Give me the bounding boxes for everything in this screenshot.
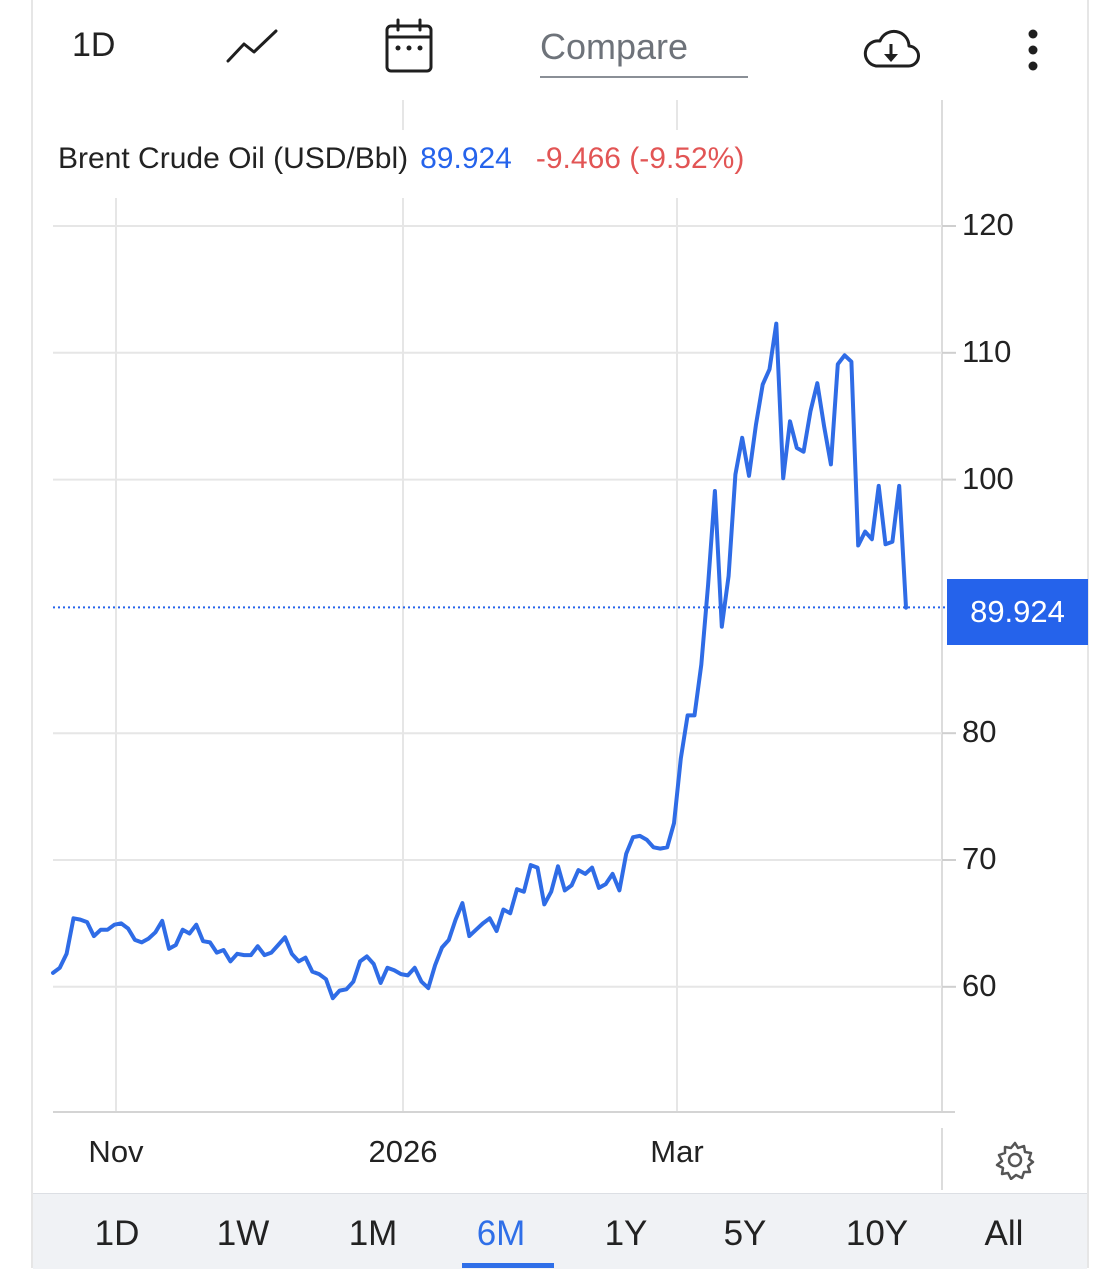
calendar-icon[interactable]: [384, 18, 434, 74]
range-button-all[interactable]: All: [984, 1214, 1024, 1253]
x-tick-label: Nov: [88, 1134, 144, 1169]
series-name: Brent Crude Oil (USD/Bbl): [58, 142, 409, 175]
price-series-line: [51, 321, 908, 1001]
chart-legend: Brent Crude Oil (USD/Bbl) 89.924 -9.466 (-…: [58, 142, 744, 176]
y-tick-label: 100: [962, 460, 1014, 496]
legend-change: -9.466 (-9.52%): [535, 142, 745, 175]
range-button-1m[interactable]: 1M: [348, 1214, 398, 1253]
last-price-tag: 89.924: [947, 579, 1088, 645]
settings-gear-icon[interactable]: [995, 1140, 1035, 1180]
y-tick-label: 110: [962, 333, 1012, 369]
range-button-1w[interactable]: 1W: [216, 1214, 270, 1253]
x-tick-label: Mar: [650, 1134, 704, 1169]
range-button-10y[interactable]: 10Y: [845, 1214, 909, 1253]
y-tick-label: 70: [962, 841, 997, 876]
chart-toolbar: 1D: [0, 0, 1120, 100]
compare-field[interactable]: [540, 26, 748, 78]
range-button-1d[interactable]: 1D: [94, 1214, 140, 1253]
cloud-download-icon[interactable]: [862, 28, 920, 70]
y-tick-label: 60: [962, 967, 997, 1003]
range-button-6m[interactable]: 6M: [476, 1214, 526, 1253]
range-button-1y[interactable]: 1Y: [604, 1214, 648, 1253]
interval-selector[interactable]: 1D: [72, 26, 116, 64]
y-tick-label: 80: [962, 714, 997, 750]
y-tick-label: 120: [962, 207, 1014, 242]
legend-price: 89.924: [420, 142, 512, 175]
x-tick-label: 2026: [368, 1134, 438, 1169]
active-range-underline: [462, 1263, 554, 1268]
chart-widget-frame: [31, 0, 1089, 1268]
more-vertical-icon[interactable]: [1026, 28, 1040, 72]
line-chart-icon[interactable]: [226, 28, 278, 64]
range-selector-bar: [33, 1193, 1087, 1269]
range-button-5y[interactable]: 5Y: [723, 1214, 767, 1253]
compare-input[interactable]: [540, 26, 748, 68]
